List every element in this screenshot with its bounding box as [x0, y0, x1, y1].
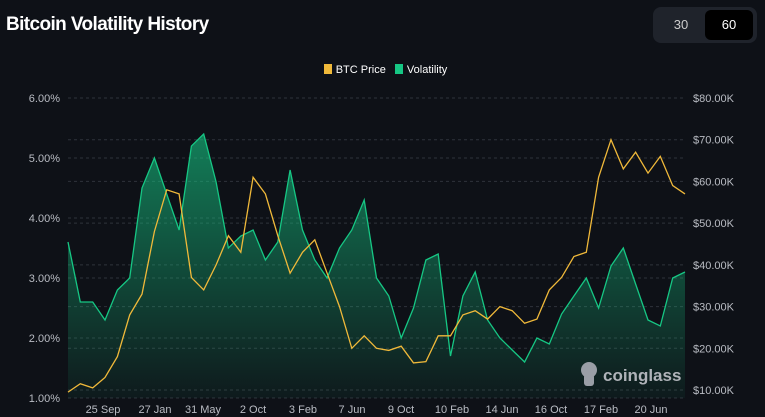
x-tick: 20 Jun: [634, 404, 667, 416]
volatility-swatch[interactable]: [394, 64, 403, 74]
period-toggle: 30 60: [653, 7, 757, 43]
y-left-tick: 6.00%: [29, 93, 60, 105]
y-right-tick: $30.00K: [693, 302, 735, 314]
y-left-tick: 4.00%: [29, 213, 60, 225]
btc-price-line: [67, 137, 686, 393]
x-tick: 9 Oct: [388, 404, 414, 416]
btc-price-swatch[interactable]: [323, 64, 332, 74]
coinglass-watermark: coinglass: [581, 362, 681, 386]
chart-legend: BTC Price Volatility: [0, 64, 765, 76]
legend-btc-price[interactable]: BTC Price: [335, 64, 386, 76]
y-right-tick: $40.00K: [693, 260, 735, 272]
y-right-tick: $80.00K: [693, 93, 735, 105]
y-left-tick: 2.00%: [29, 333, 60, 345]
x-tick: 10 Feb: [435, 404, 469, 416]
y-right-tick: $50.00K: [693, 218, 735, 230]
x-tick: 16 Oct: [535, 404, 567, 416]
period-60-button[interactable]: 60: [705, 10, 753, 40]
x-tick: 27 Jan: [138, 404, 171, 416]
x-tick: 14 Jun: [485, 404, 518, 416]
y-right-tick: $20.00K: [693, 343, 735, 355]
x-tick: 3 Feb: [289, 404, 317, 416]
y-right-tick: $60.00K: [693, 176, 735, 188]
x-tick: 7 Jun: [339, 404, 366, 416]
y-right-tick: $10.00K: [693, 385, 735, 397]
x-tick: 2 Oct: [240, 404, 266, 416]
y-right-tick: $70.00K: [693, 135, 735, 147]
period-30-button[interactable]: 30: [673, 17, 689, 32]
y-left-tick: 1.00%: [29, 393, 60, 405]
page-title: Bitcoin Volatility History: [6, 14, 209, 35]
y-left-tick: 5.00%: [29, 153, 60, 165]
volatility-line: [67, 132, 686, 364]
volatility-area: [68, 134, 685, 398]
x-tick: 17 Feb: [584, 404, 618, 416]
y-left-tick: 3.00%: [29, 273, 60, 285]
legend-volatility[interactable]: Volatility: [406, 64, 448, 76]
watermark-text: coinglass: [603, 366, 681, 385]
x-tick: 31 May: [185, 404, 222, 416]
x-tick: 25 Sep: [86, 404, 121, 416]
